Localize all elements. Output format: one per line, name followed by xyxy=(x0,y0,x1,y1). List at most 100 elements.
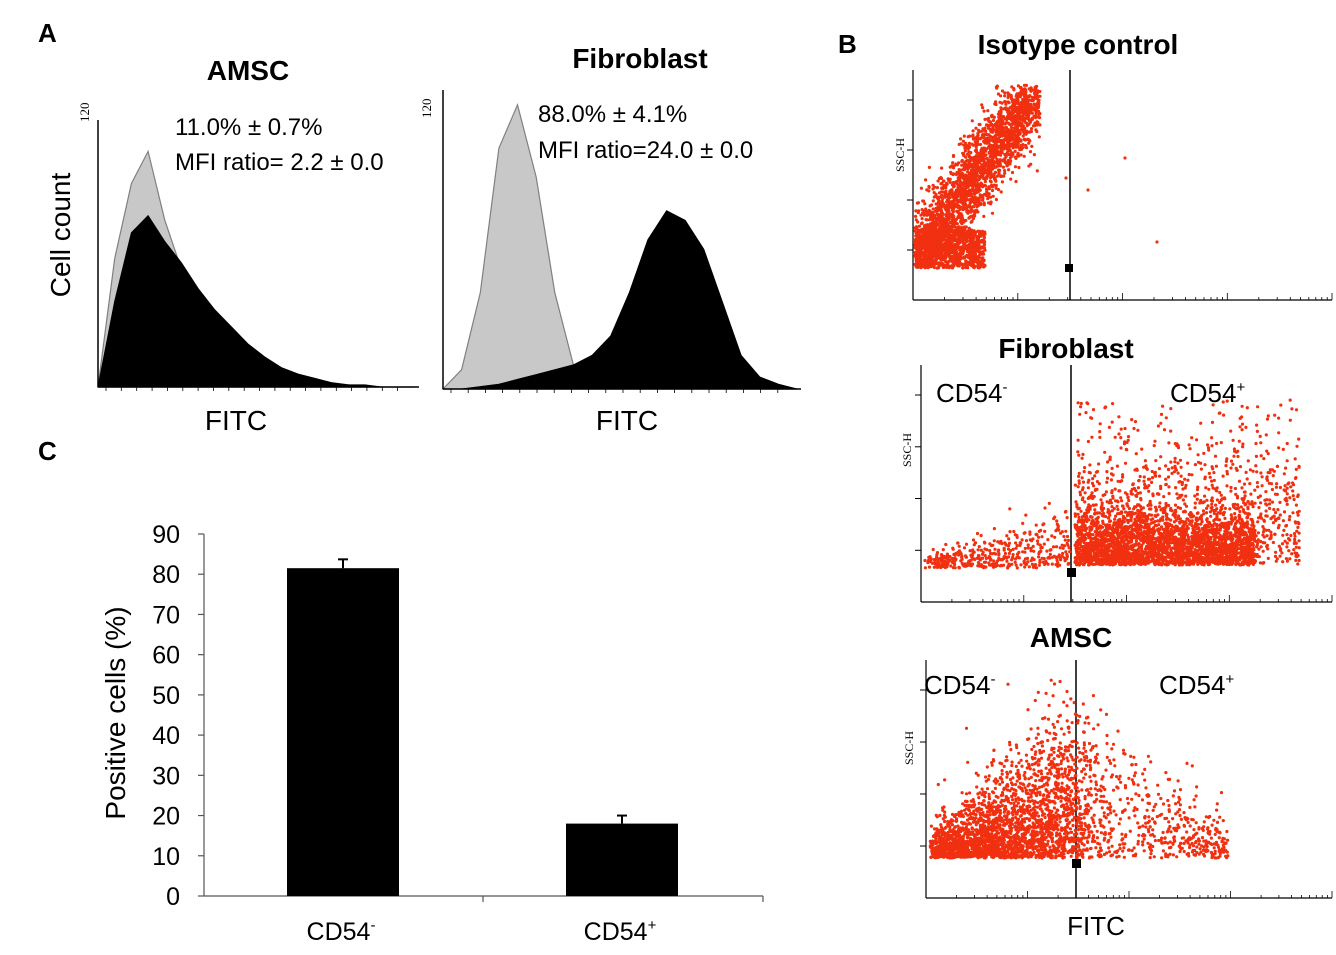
scatter-isotype-point xyxy=(925,229,929,233)
scatter-isotype-point xyxy=(1000,89,1005,93)
scatter-isotype-point xyxy=(969,151,973,155)
scatter-isotype-point xyxy=(1021,129,1025,134)
scatter-isotype-point xyxy=(1027,138,1031,142)
scatter-isotype-point xyxy=(954,237,958,241)
histogram-amsc-plot xyxy=(97,120,419,391)
scatter-isotype-point xyxy=(999,153,1003,157)
scatter-isotype-point xyxy=(974,175,978,179)
scatter-isotype-point xyxy=(1012,117,1016,121)
scatter-fibroblast-point xyxy=(1076,512,1080,516)
scatter-fibroblast-point xyxy=(1173,503,1178,507)
scatter-isotype-point xyxy=(1003,171,1007,175)
scatter-isotype-point xyxy=(980,182,984,186)
scatter-isotype-point xyxy=(1036,105,1040,109)
scatter-isotype-point xyxy=(959,196,963,200)
scatter-isotype-point xyxy=(1010,98,1015,102)
scatter-isotype-point xyxy=(965,235,969,239)
scatter-isotype-point xyxy=(999,113,1003,117)
scatter-isotype-point xyxy=(963,149,968,153)
scatter-isotype-point xyxy=(970,119,974,123)
scatter-isotype-point xyxy=(945,210,949,214)
scatter-isotype-point xyxy=(973,256,977,260)
scatter-isotype-point xyxy=(963,255,967,259)
scatter-isotype-point xyxy=(1021,134,1025,138)
scatter-isotype-point xyxy=(1019,101,1023,105)
scatter-isotype-point xyxy=(974,199,978,203)
scatter-isotype-point xyxy=(915,243,919,248)
scatter-fibroblast-point xyxy=(1151,517,1155,521)
scatter-isotype-point xyxy=(997,172,1001,176)
scatter-isotype-point xyxy=(954,259,958,263)
scatter-isotype-point xyxy=(978,122,982,127)
scatter-isotype-point xyxy=(1022,105,1026,109)
scatter-isotype-point xyxy=(959,238,963,242)
scatter-isotype-point xyxy=(976,184,980,188)
scatter-isotype-point xyxy=(989,114,994,118)
scatter-isotype-point xyxy=(956,210,960,214)
scatter-isotype-point xyxy=(1018,86,1023,90)
scatter-isotype-point xyxy=(923,202,927,206)
scatter-isotype-point xyxy=(934,206,938,210)
scatter-isotype-point xyxy=(1014,120,1019,124)
scatter-isotype-point xyxy=(949,242,953,246)
scatter-isotype-point xyxy=(945,214,949,218)
scatter-isotype-point xyxy=(963,193,967,197)
scatter-isotype-point xyxy=(914,214,918,218)
scatter-isotype-point xyxy=(951,199,955,203)
scatter-isotype-point xyxy=(931,207,935,211)
scatter-isotype-point xyxy=(935,186,940,190)
scatter-isotype-point xyxy=(973,183,977,187)
histogram-amsc-stat-2: MFI ratio= 2.2 ± 0.0 xyxy=(175,149,384,176)
scatter-isotype-point xyxy=(1035,102,1039,106)
scatter-isotype-point xyxy=(1017,129,1021,133)
scatter-isotype-point xyxy=(1008,137,1012,141)
scatter-isotype-point xyxy=(1014,134,1018,138)
histogram-amsc-ylabel: Cell count xyxy=(45,173,76,298)
scatter-isotype-point xyxy=(955,163,960,167)
scatter-isotype-point xyxy=(933,209,938,213)
scatter-isotype-point xyxy=(1029,127,1034,131)
scatter-isotype-point xyxy=(947,229,951,233)
scatter-isotype-point xyxy=(970,172,974,176)
scatter-isotype-point xyxy=(964,159,968,163)
scatter-isotype-point xyxy=(941,190,945,194)
histogram-amsc: AMSC 11.0% ± 0.7% MFI ratio= 2.2 ± 0.0 1… xyxy=(45,55,419,436)
scatter-isotype-point xyxy=(968,199,973,203)
scatter-isotype-point xyxy=(999,164,1003,168)
scatter-isotype-point xyxy=(966,167,970,171)
scatter-isotype-point xyxy=(978,177,982,181)
scatter-isotype-point xyxy=(979,136,984,140)
scatter-isotype-point xyxy=(970,256,974,260)
scatter-isotype-point xyxy=(970,264,974,268)
scatter-isotype-point xyxy=(949,189,953,193)
scatter-isotype-point xyxy=(1004,102,1008,106)
scatter-isotype-point xyxy=(1000,117,1004,121)
scatter-isotype-point xyxy=(964,265,969,269)
scatter-fibroblast-point xyxy=(1085,511,1089,515)
scatter-fibroblast-point xyxy=(1224,464,1228,468)
scatter-isotype-point xyxy=(982,203,986,207)
scatter-isotype-point xyxy=(1018,110,1022,114)
scatter-isotype-point xyxy=(1033,121,1037,125)
scatter-isotype-point xyxy=(937,263,941,267)
scatter-isotype-point xyxy=(980,173,984,177)
scatter-isotype-point xyxy=(916,229,920,234)
scatter-isotype-point xyxy=(972,213,976,217)
scatter-isotype-point xyxy=(932,265,936,270)
scatter-isotype-point xyxy=(988,179,992,183)
scatter-isotype-point xyxy=(996,174,1000,178)
scatter-isotype-point xyxy=(971,229,975,234)
scatter-isotype-point xyxy=(1019,122,1023,126)
scatter-isotype-point xyxy=(994,130,998,134)
scatter-isotype-point xyxy=(971,143,976,147)
scatter-isotype-point xyxy=(925,218,929,222)
scatter-isotype-point xyxy=(969,157,973,161)
scatter-isotype-point xyxy=(935,266,940,270)
scatter-isotype-point xyxy=(1008,148,1012,153)
scatter-isotype-point xyxy=(1038,116,1042,120)
scatter-isotype-point xyxy=(1032,114,1036,118)
scatter-isotype-point xyxy=(999,125,1004,129)
scatter-isotype-point xyxy=(1022,89,1026,93)
scatter-isotype-point xyxy=(976,245,981,249)
scatter-isotype-point xyxy=(930,212,934,216)
